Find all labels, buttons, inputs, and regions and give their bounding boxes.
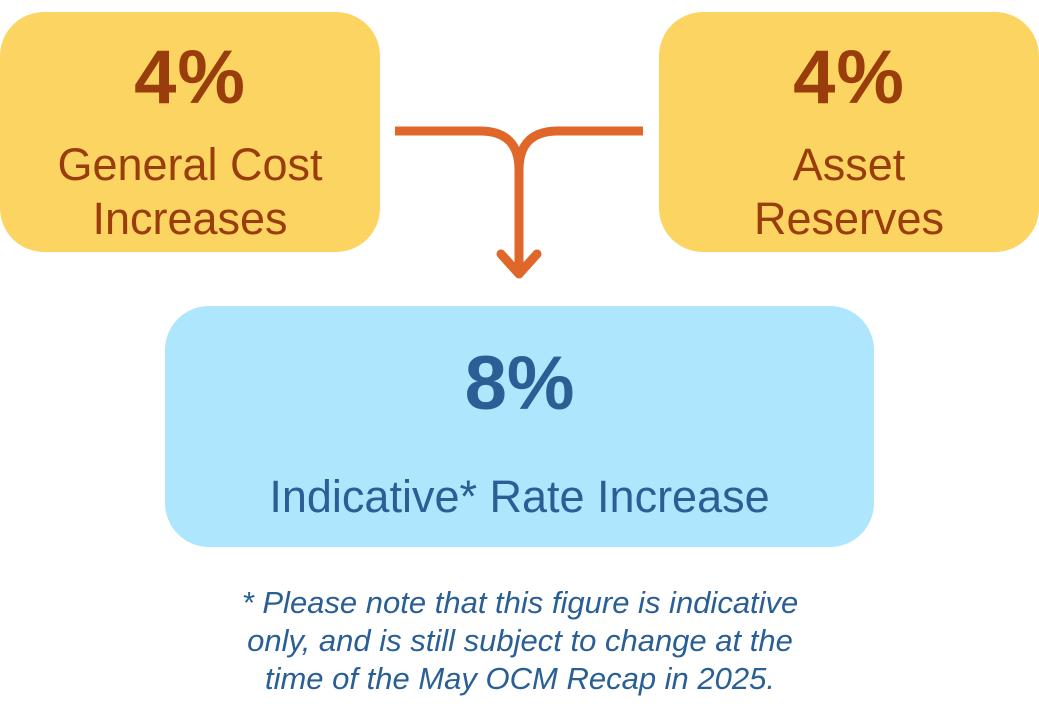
indicative-rate-card: 8% Indicative* Rate Increase xyxy=(165,306,874,547)
indicative-rate-label: Indicative* Rate Increase xyxy=(269,471,770,522)
general-cost-label: General Cost Increases xyxy=(57,138,322,246)
asset-reserves-label-line2: Reserves xyxy=(753,193,945,244)
general-cost-label-line1: General Cost xyxy=(57,139,323,190)
general-cost-value: 4% xyxy=(134,35,246,120)
footnote-line3: time of the May OCM Recap in 2025. xyxy=(264,661,775,696)
footnote-line1: * Please note that this figure is indica… xyxy=(241,585,799,620)
general-cost-card: 4% General Cost Increases xyxy=(0,12,380,252)
asset-reserves-value: 4% xyxy=(793,35,905,120)
merge-connector-line xyxy=(395,126,643,272)
footnote: * Please note that this figure is indica… xyxy=(120,584,920,698)
asset-reserves-label: Asset Reserves xyxy=(754,138,944,246)
general-cost-label-line2: Increases xyxy=(92,193,288,244)
down-arrow-icon xyxy=(496,249,542,279)
indicative-rate-value: 8% xyxy=(464,341,575,426)
asset-reserves-label-line1: Asset xyxy=(792,139,906,190)
asset-reserves-card: 4% Asset Reserves xyxy=(659,12,1039,252)
footnote-line2: only, and is still subject to change at … xyxy=(247,623,793,658)
